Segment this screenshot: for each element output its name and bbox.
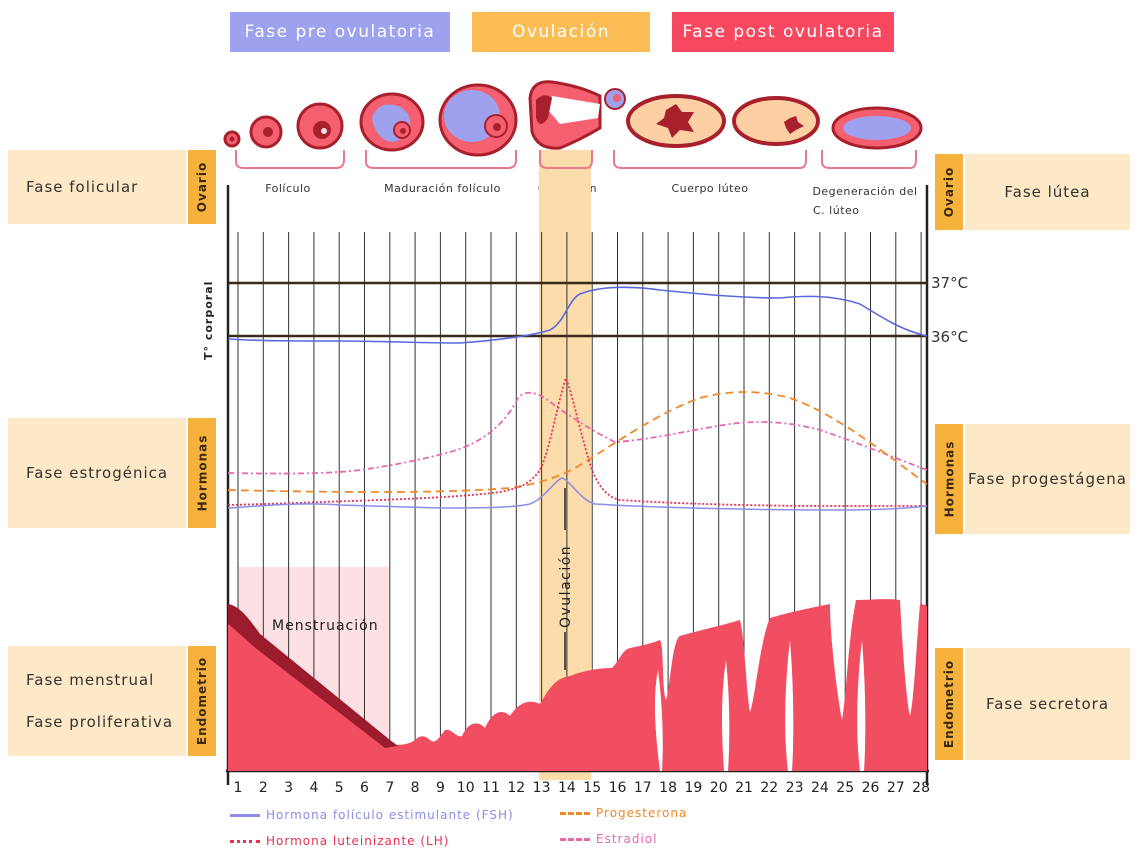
fase-lutea-label: Fase lútea [1004,183,1091,201]
day-label-7: 7 [385,780,394,796]
phase-ovulacion: Ovulación [472,12,650,52]
day-label-15: 15 [583,780,601,796]
phase-post-label: Fase post ovulatoria [682,22,884,42]
right-lutea-box: Fase lútea [965,154,1130,230]
stage-degeneracion-line2: C. lúteo [813,204,860,217]
left-menstrual-box: Fase menstrual Fase proliferativa [8,646,186,756]
day-label-8: 8 [411,780,420,796]
day-label-20: 20 [710,780,728,796]
legend-fsh: Hormona folículo estimulante (FSH) [230,808,514,822]
legend-progesterona: Progesterona [560,806,687,820]
fase-menstrual-label: Fase menstrual [26,671,155,689]
fsh-curve [227,477,928,511]
day-label-5: 5 [335,780,344,796]
legend-estradiol: Estradiol [560,832,657,846]
temp-37-label: 37°C [931,274,968,292]
day-label-2: 2 [259,780,268,796]
temp-36-label: 36°C [931,328,968,346]
day-label-24: 24 [811,780,829,796]
fase-secretora-label: Fase secretora [985,695,1110,713]
tab-hormonas-right: Hormonas [935,424,963,534]
temp-axis-label: T° corporal [202,281,215,360]
legend-estradiol-swatch [560,837,590,841]
day-label-10: 10 [457,780,475,796]
phase-ovulacion-label: Ovulación [511,22,611,42]
endometrium-proliferative [228,604,540,771]
tab-ovario-left: Ovario [188,150,216,224]
legend-fsh-label: Hormona folículo estimulante (FSH) [266,808,514,822]
day-label-26: 26 [862,780,880,796]
legend-lh-swatch [230,839,260,843]
legend-lh: Hormona luteinizante (LH) [230,834,449,848]
day-label-4: 4 [309,780,318,796]
stage-degeneracion-label: Degeneración del C. lúteo [805,182,925,220]
phase-post-ovulatoria: Fase post ovulatoria [672,12,894,52]
corpus-luteum-2 [732,96,820,146]
ovulation-band-label: Ovulación [558,545,574,628]
stage-degeneracion-line1: Degeneración del [812,185,918,198]
fase-proliferativa-label: Fase proliferativa [26,713,174,731]
endometrium [228,599,927,771]
fase-progestagena-label: Fase progestágena [968,470,1127,488]
phase-pre-ovulatoria: Fase pre ovulatoria [230,12,450,52]
day-label-11: 11 [482,780,500,796]
day-label-1: 1 [234,780,243,796]
day-label-21: 21 [735,780,753,796]
endometrium-secretory [540,599,927,771]
tab-ovario-right: Ovario [935,154,963,230]
temperature-curve [227,286,928,344]
right-progestagena-box: Fase progestágena [965,424,1130,534]
lh-curve [227,375,927,507]
legend-estradiol-label: Estradiol [596,832,658,846]
phase-pre-label: Fase pre ovulatoria [244,22,436,42]
day-label-19: 19 [684,780,702,796]
stage-cuerpo-luteo-label: Cuerpo lúteo [671,182,749,195]
legend-progesterona-swatch [560,811,590,815]
stage-brackets [235,150,917,169]
day-label-28: 28 [912,780,930,796]
fase-folicular-label: Fase folicular [26,178,139,196]
left-estrogenica-box: Fase estrogénica [8,418,186,528]
day-label-23: 23 [786,780,804,796]
tab-endometrio-right: Endometrio [935,648,963,760]
day-label-9: 9 [436,780,445,796]
stage-foliculo-label: Folículo [265,182,311,195]
day-labels: 1 2 3 4 5 6 7 8 9 10 11 12 13 14 15 16 17 18 19 20 21 22 23 24 2… [234,780,930,796]
day-label-27: 27 [887,780,905,796]
day-label-18: 18 [659,780,677,796]
tab-endometrio-left: Endometrio [188,646,216,756]
endometrium-shed-layer [228,604,398,748]
day-label-12: 12 [507,780,525,796]
stage-maduracion-label: Maduración folículo [384,182,501,195]
day-label-17: 17 [634,780,652,796]
tab-hormonas-left: Hormonas [188,418,216,528]
legend-progesterona-label: Progesterona [596,806,688,820]
legend-lh-label: Hormona luteinizante (LH) [266,834,450,848]
day-label-6: 6 [360,780,369,796]
day-label-14: 14 [558,780,576,796]
fase-estrogenica-label: Fase estrogénica [26,464,169,482]
menstruation-label: Menstruación [272,618,379,634]
day-label-22: 22 [760,780,778,796]
left-folicular-box: Fase folicular [8,150,186,224]
day-label-16: 16 [609,780,627,796]
day-label-3: 3 [284,780,293,796]
ovary-structures [223,80,923,157]
progesterone-curve [227,391,928,493]
estradiol-curve [227,391,928,475]
day-label-25: 25 [836,780,854,796]
right-secretora-box: Fase secretora [965,648,1130,760]
legend-fsh-swatch [230,813,260,817]
day-label-13: 13 [533,780,551,796]
